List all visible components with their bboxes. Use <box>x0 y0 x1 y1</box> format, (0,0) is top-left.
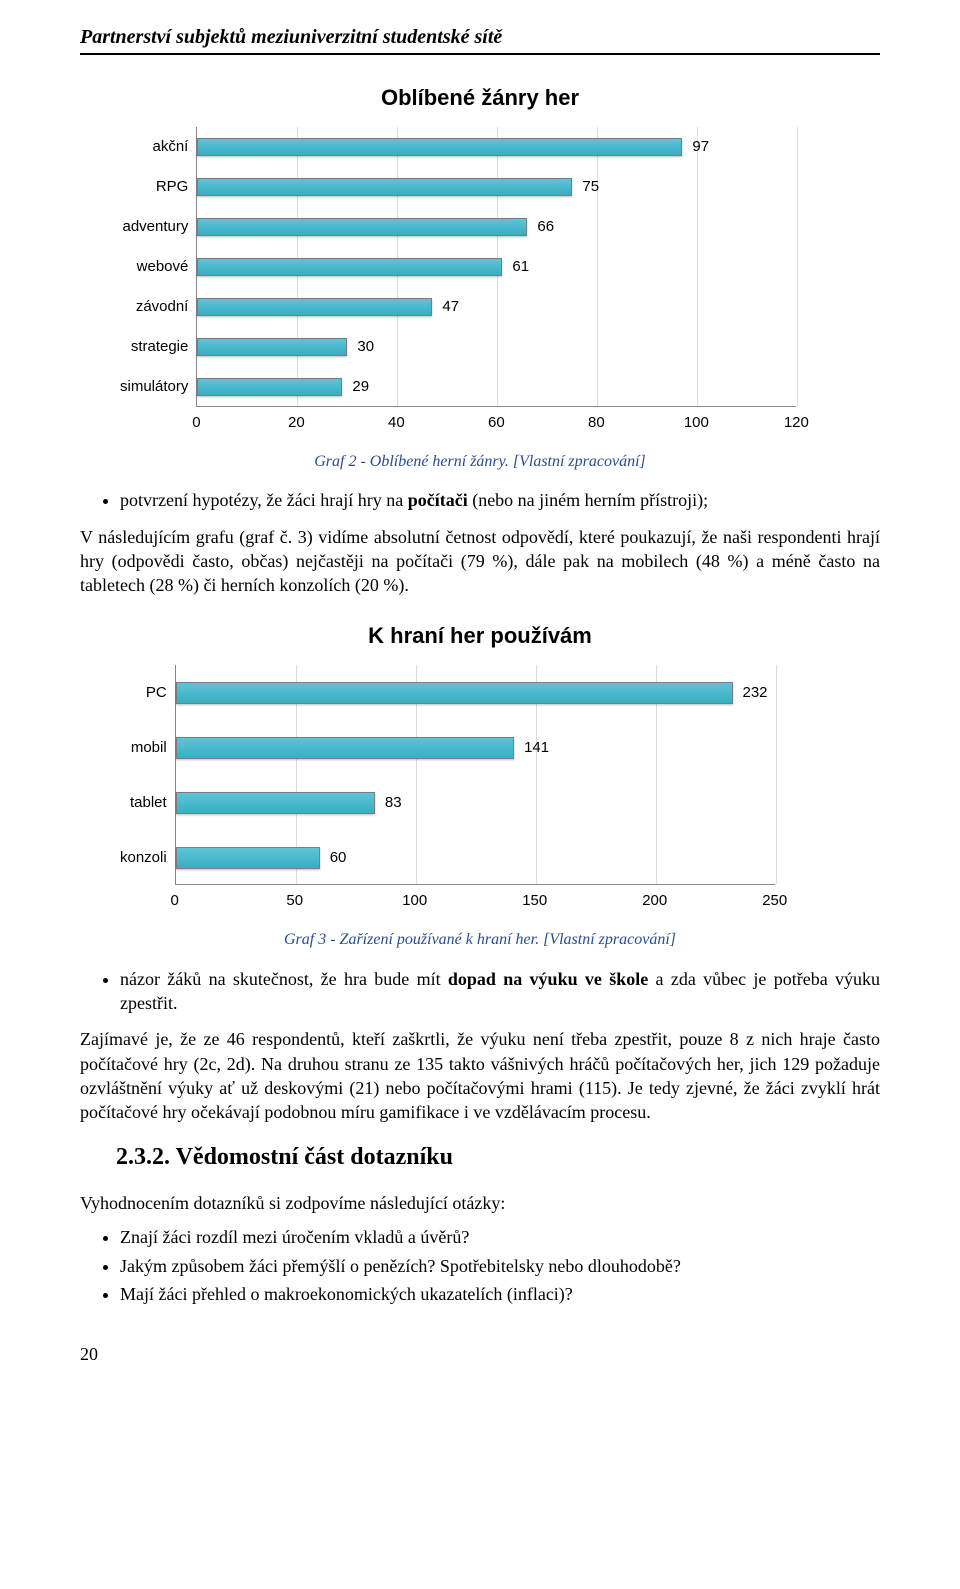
bar-row: 97 <box>197 138 709 156</box>
bullet-impact: názor žáků na skutečnost, že hra bude mí… <box>120 967 880 1016</box>
bullet1-bold: počítači <box>408 490 468 510</box>
chart2-caption: Graf 3 - Zařízení používané k hraní her.… <box>80 929 880 951</box>
axis-tick-label: 80 <box>588 413 605 433</box>
bar <box>197 138 682 156</box>
axis-tick-label: 0 <box>192 413 200 433</box>
chart1-caption: Graf 2 - Oblíbené herní žánry. [Vlastní … <box>80 451 880 473</box>
chart2-y-labels: PC mobil tablet konzoli <box>120 665 175 885</box>
axis-category-label: simulátory <box>120 377 188 397</box>
bar-value-label: 61 <box>512 257 529 277</box>
bullet1-pre: potvrzení hypotézy, že žáci hrají hry na <box>120 490 408 510</box>
paragraph-1: V následujícím grafu (graf č. 3) vidíme … <box>80 525 880 598</box>
bar <box>197 218 527 236</box>
bar-value-label: 66 <box>537 217 554 237</box>
bar-row: 83 <box>176 792 402 814</box>
bar-value-label: 232 <box>743 683 768 703</box>
gridline <box>776 665 777 884</box>
chart2-x-axis: 050100150200250 <box>175 891 775 911</box>
bar-row: 29 <box>197 378 369 396</box>
bar-value-label: 60 <box>330 848 347 868</box>
gridline <box>797 127 798 406</box>
bullet1-post: (nebo na jiném herním přístroji); <box>468 490 708 510</box>
axis-tick-label: 100 <box>684 413 709 433</box>
chart1-plot: 97 75 66 61 47 30 29 <box>196 127 796 407</box>
bar-row: 232 <box>176 682 768 704</box>
bar-row: 75 <box>197 178 599 196</box>
bar-value-label: 29 <box>352 377 369 397</box>
axis-category-label: adventury <box>120 217 188 237</box>
list-item: Znají žáci rozdíl mezi úročením vkladů a… <box>120 1225 880 1249</box>
bar-row: 141 <box>176 737 549 759</box>
axis-category-label: webové <box>120 257 188 277</box>
list-item: Mají žáci přehled o makroekonomických uk… <box>120 1282 880 1306</box>
axis-tick-label: 100 <box>402 891 427 911</box>
paragraph-3: Vyhodnocením dotazníků si zodpovíme násl… <box>80 1191 880 1215</box>
bar <box>197 178 572 196</box>
bar <box>176 792 375 814</box>
bullet-list-1: potvrzení hypotézy, že žáci hrají hry na… <box>120 488 880 512</box>
bar <box>197 378 342 396</box>
bar-value-label: 141 <box>524 738 549 758</box>
axis-category-label: závodní <box>120 297 188 317</box>
axis-category-label: akční <box>120 137 188 157</box>
axis-tick-label: 60 <box>488 413 505 433</box>
axis-category-label: tablet <box>120 793 167 813</box>
bar-value-label: 47 <box>442 297 459 317</box>
bar-row: 60 <box>176 847 347 869</box>
bar-value-label: 75 <box>582 177 599 197</box>
section-number: 2.3.2. <box>116 1144 170 1170</box>
axis-tick-label: 50 <box>286 891 303 911</box>
paragraph-2: Zajímavé je, že ze 46 respondentů, kteří… <box>80 1027 880 1124</box>
axis-category-label: PC <box>120 683 167 703</box>
bullet-hypothesis: potvrzení hypotézy, že žáci hrají hry na… <box>120 488 880 512</box>
axis-tick-label: 0 <box>171 891 179 911</box>
axis-tick-label: 120 <box>784 413 809 433</box>
bullet2-bold: dopad na výuku ve škole <box>448 969 648 989</box>
axis-tick-label: 150 <box>522 891 547 911</box>
bar-row: 66 <box>197 218 554 236</box>
bar <box>197 338 347 356</box>
bar <box>197 298 432 316</box>
bar <box>176 737 514 759</box>
axis-tick-label: 40 <box>388 413 405 433</box>
axis-category-label: RPG <box>120 177 188 197</box>
bar <box>176 847 320 869</box>
axis-category-label: konzoli <box>120 848 167 868</box>
axis-tick-label: 200 <box>642 891 667 911</box>
list-item: Jakým způsobem žáci přemýšlí o penězích?… <box>120 1254 880 1278</box>
chart1-y-labels: akční RPG adventury webové závodní strategie s… <box>120 127 196 407</box>
bullet2-pre: názor žáků na skutečnost, že hra bude mí… <box>120 969 448 989</box>
chart1-x-axis: 020406080100120 <box>196 413 796 433</box>
chart-devices: K hraní her používám PC mobil tablet konzol… <box>120 621 840 911</box>
page-header: Partnerství subjektů meziuniverzitní stu… <box>80 24 880 55</box>
bar-row: 47 <box>197 298 459 316</box>
bar-value-label: 97 <box>692 137 709 157</box>
bar-row: 61 <box>197 258 529 276</box>
chart-genres: Oblíbené žánry her akční RPG adventury webo… <box>120 83 840 433</box>
bar-row: 30 <box>197 338 374 356</box>
bar-value-label: 83 <box>385 793 402 813</box>
axis-category-label: strategie <box>120 337 188 357</box>
bullet-list-2: názor žáků na skutečnost, že hra bude mí… <box>120 967 880 1016</box>
gridline <box>697 127 698 406</box>
gridline <box>597 127 598 406</box>
chart2-plot: 232 141 83 60 <box>175 665 775 885</box>
section-title: Vědomostní část dotazníku <box>176 1144 453 1170</box>
axis-tick-label: 20 <box>288 413 305 433</box>
axis-tick-label: 250 <box>762 891 787 911</box>
section-heading: 2.3.2. Vědomostní část dotazníku <box>116 1141 880 1173</box>
axis-category-label: mobil <box>120 738 167 758</box>
bar <box>176 682 733 704</box>
chart1-title: Oblíbené žánry her <box>120 83 840 113</box>
bar <box>197 258 502 276</box>
page-number: 20 <box>80 1342 880 1366</box>
chart2-title: K hraní her používám <box>120 621 840 651</box>
bar-value-label: 30 <box>357 337 374 357</box>
bullet-list-3: Znají žáci rozdíl mezi úročením vkladů a… <box>120 1225 880 1306</box>
